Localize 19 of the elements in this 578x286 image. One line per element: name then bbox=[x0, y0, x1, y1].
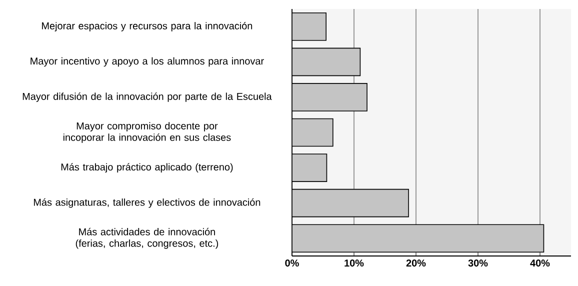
y-tick-label: Mayor difusión de la innovación por parte de la Escuela bbox=[22, 92, 272, 102]
x-tick-label: 40% bbox=[530, 260, 550, 267]
bar bbox=[292, 188, 409, 218]
bar bbox=[292, 12, 326, 41]
y-tick-label: Mayor compromiso docente por incoporar la innovación en sus clases bbox=[63, 122, 231, 143]
y-tick-label: Más actividades de innovación (ferias, charlas, congresos, etc.) bbox=[76, 228, 218, 249]
bar bbox=[292, 83, 368, 112]
bar bbox=[292, 48, 361, 76]
bar bbox=[292, 118, 334, 147]
y-tick-label: Más asignaturas, talleres y electivos de innovación bbox=[34, 198, 260, 208]
y-tick-label: Mejorar espacios y recursos para la innovación bbox=[42, 22, 252, 32]
y-tick-label: Mayor incentivo y apoyo a los alumnos para innovar bbox=[30, 57, 264, 67]
x-tick-label: 10% bbox=[344, 260, 364, 267]
bar bbox=[292, 224, 544, 253]
x-tick-label: 20% bbox=[406, 260, 426, 267]
bar bbox=[292, 154, 328, 182]
x-tick-label: 30% bbox=[468, 260, 488, 267]
y-tick-label: Más trabajo práctico aplicado (terreno) bbox=[61, 163, 233, 172]
x-tick-label: 0% bbox=[285, 260, 299, 267]
